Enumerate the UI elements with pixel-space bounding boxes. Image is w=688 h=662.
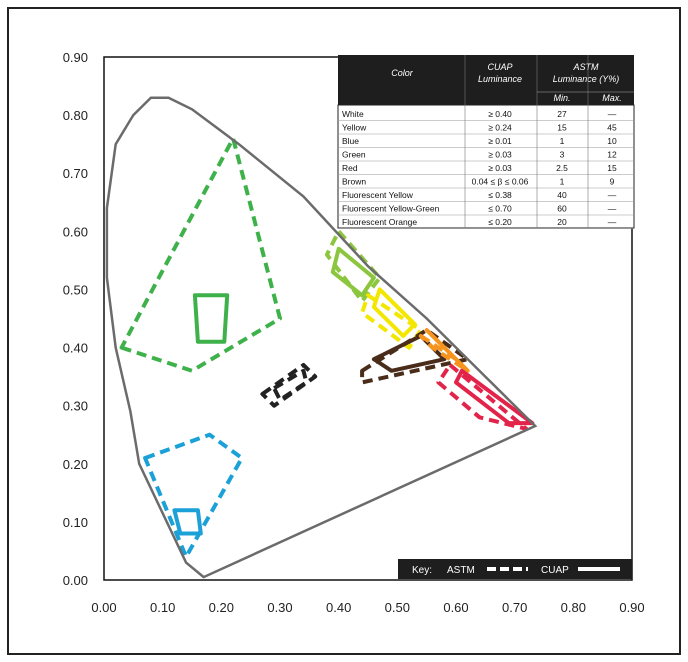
region-black-astm-4 [260, 363, 318, 408]
x-tick-label: 0.00 [91, 600, 116, 615]
table-header-bg [338, 55, 634, 105]
table-cell-max: — [608, 109, 617, 119]
table-cell-min: 2.5 [556, 163, 568, 173]
table-cell-max: — [608, 217, 617, 227]
table-cell-min: 1 [560, 136, 565, 146]
table-rows: White ≥ 0.40 27 — Yellow ≥ 0.24 15 45 Blue ≥ 0.01… [338, 55, 634, 229]
spectral-locus [105, 96, 538, 579]
y-tick-label: 0.40 [63, 341, 88, 356]
region-light_green-cuap-7 [330, 246, 376, 298]
x-axis-ticks: 0.00 0.10 0.20 0.30 0.40 0.50 0.60 0.70 0.80 0.90 [91, 600, 644, 615]
table-cell-color: Red [342, 163, 358, 173]
region-orange-cuap-13 [424, 328, 470, 373]
y-tick-label: 0.30 [63, 399, 88, 414]
table-cell-cuap: ≥ 0.24 [488, 123, 512, 133]
region-red-cuap-15 [454, 368, 535, 426]
y-tick-label: 0.20 [63, 457, 88, 472]
header-max: Max. [602, 93, 622, 103]
x-tick-label: 0.60 [443, 600, 468, 615]
region-blue-cuap-3 [172, 508, 203, 536]
x-tick-label: 0.40 [326, 600, 351, 615]
header-color: Color [391, 68, 414, 78]
header-cuap-top: CUAP [487, 62, 512, 72]
header-astm-bottom: Luminance (Y%) [553, 74, 620, 84]
region-black-astm-5 [272, 368, 309, 402]
x-tick-label: 0.90 [619, 600, 644, 615]
header-astm-top: ASTM [572, 62, 599, 72]
table-cell-cuap: ≤ 0.20 [488, 217, 512, 227]
table-cell-min: 40 [557, 190, 567, 200]
y-tick-label: 0.10 [63, 515, 88, 530]
header-min: Min. [553, 93, 570, 103]
x-tick-label: 0.10 [150, 600, 175, 615]
region-yellow-astm-8 [360, 293, 423, 350]
table-cell-max: 9 [610, 177, 615, 187]
table-cell-min: 1 [560, 177, 565, 187]
region-red-astm-14 [436, 363, 529, 431]
table-cell-cuap: ≥ 0.40 [488, 109, 512, 119]
table-cell-max: 15 [607, 163, 617, 173]
table-cell-color: White [342, 109, 364, 119]
table-cell-max: 10 [607, 136, 617, 146]
table-cell-cuap: ≥ 0.03 [488, 163, 512, 173]
region-yellow-cuap-9 [371, 287, 417, 338]
table-cell-cuap: ≥ 0.01 [488, 136, 512, 146]
table-cell-min: 20 [557, 217, 567, 227]
y-tick-label: 0.50 [63, 282, 88, 297]
region-green-astm-0 [119, 136, 282, 373]
table-cell-min: 27 [557, 109, 567, 119]
table-cell-color: Blue [342, 136, 359, 146]
x-tick-label: 0.20 [209, 600, 234, 615]
x-tick-label: 0.30 [267, 600, 292, 615]
region-blue-astm-2 [143, 432, 244, 559]
regions-layer [119, 136, 535, 559]
table-cell-color: Fluorescent Orange [342, 217, 417, 227]
table-cell-cuap: ≤ 0.70 [488, 204, 512, 214]
region-green-cuap-1 [192, 293, 230, 344]
x-tick-label: 0.50 [385, 600, 410, 615]
table-cell-color: Fluorescent Yellow-Green [342, 204, 440, 214]
table-cell-cuap: ≥ 0.03 [488, 150, 512, 160]
luminance-table: Color CUAP Luminance ASTM Luminance (Y%)… [337, 55, 635, 229]
key-cuap-label: CUAP [541, 565, 569, 576]
y-tick-label: 0.90 [63, 50, 88, 65]
region-brown-cuap-11 [371, 333, 447, 373]
table-cell-min: 15 [557, 123, 567, 133]
table-cell-color: Brown [342, 177, 366, 187]
x-tick-label: 0.70 [502, 600, 527, 615]
table-cell-color: Fluorescent Yellow [342, 190, 414, 200]
table-cell-max: — [608, 204, 617, 214]
y-tick-label: 0.70 [63, 166, 88, 181]
table-cell-max: 12 [607, 150, 617, 160]
legend-key: Key: ASTM CUAP [398, 559, 632, 579]
table-cell-color: Green [342, 150, 366, 160]
table-body [337, 104, 635, 229]
y-tick-label: 0.60 [63, 224, 88, 239]
table-cell-cuap: ≤ 0.38 [488, 190, 512, 200]
table-cell-cuap: 0.04 ≤ β ≤ 0.06 [472, 177, 529, 187]
x-tick-label: 0.80 [561, 600, 586, 615]
table-cell-min: 3 [560, 150, 565, 160]
table-cell-max: 45 [607, 123, 617, 133]
y-axis-ticks: 0.00 0.10 0.20 0.30 0.40 0.50 0.60 0.70 0.80 0.90 [63, 50, 88, 588]
header-cuap-bottom: Luminance [478, 74, 522, 84]
key-label: Key: [412, 565, 432, 576]
table-cell-min: 60 [557, 204, 567, 214]
table-cell-max: — [608, 190, 617, 200]
table-cell-color: Yellow [342, 123, 367, 133]
key-astm-label: ASTM [447, 565, 475, 576]
y-tick-label: 0.00 [63, 573, 88, 588]
y-tick-label: 0.80 [63, 108, 88, 123]
